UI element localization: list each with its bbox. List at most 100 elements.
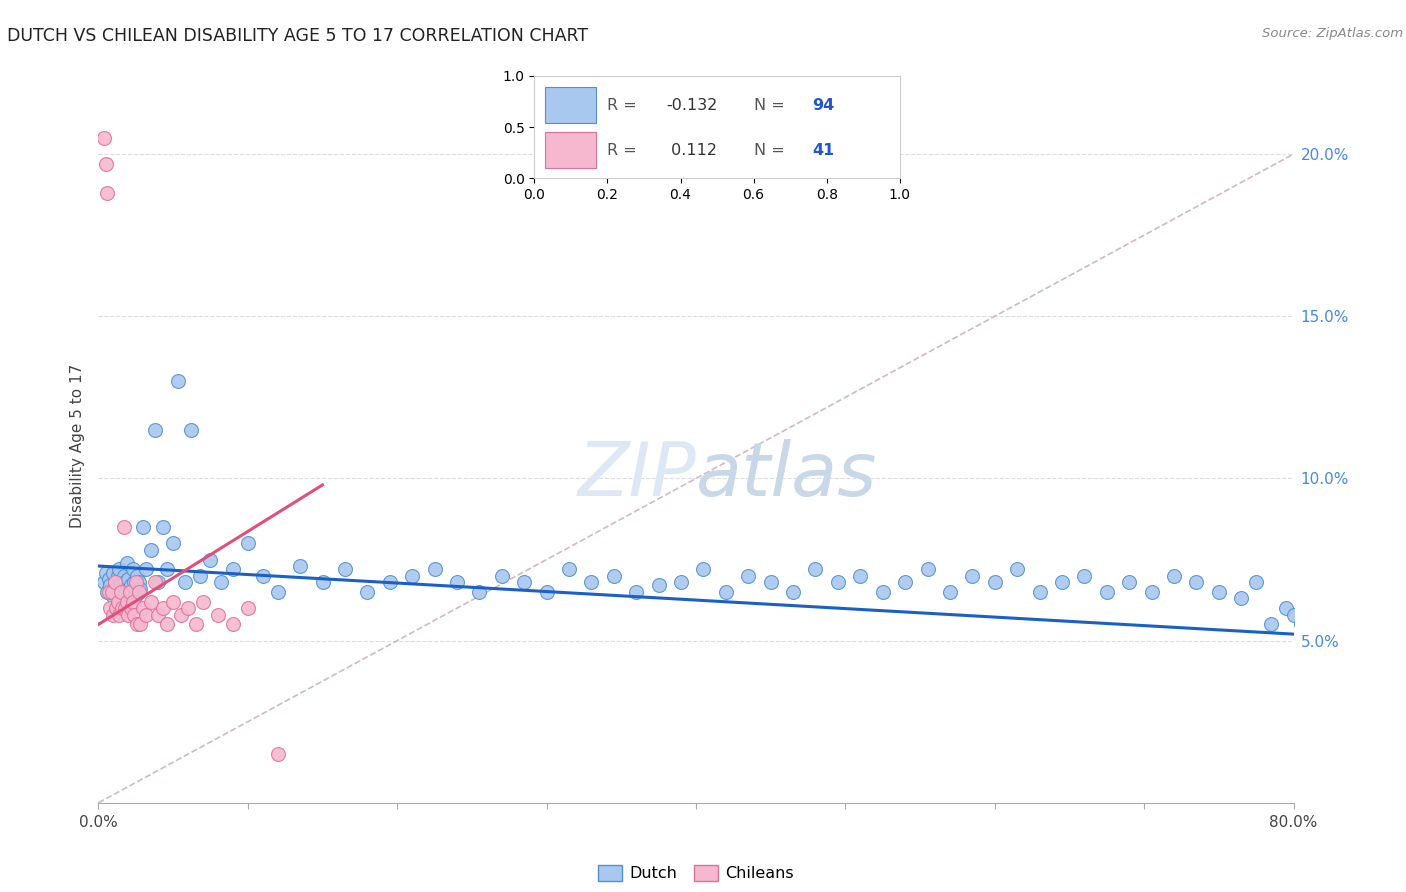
Text: atlas: atlas <box>696 439 877 510</box>
Point <box>101 588 124 602</box>
Point <box>252 568 274 582</box>
Point <box>127 617 149 632</box>
Text: 0.112: 0.112 <box>666 143 717 158</box>
Text: -0.132: -0.132 <box>666 97 717 112</box>
Point <box>184 617 207 632</box>
Point <box>188 568 211 582</box>
Point <box>162 536 184 550</box>
Point <box>100 601 122 615</box>
Point <box>114 575 136 590</box>
Point <box>692 562 714 576</box>
Point <box>111 601 134 615</box>
Point <box>782 585 804 599</box>
Point <box>1185 575 1208 590</box>
Point <box>207 607 229 622</box>
Point <box>112 568 135 582</box>
Point <box>115 595 138 609</box>
Point <box>143 575 166 590</box>
Point <box>132 601 155 615</box>
Point <box>166 374 188 388</box>
Point <box>156 617 179 632</box>
Text: ZIP: ZIP <box>578 439 696 510</box>
Point <box>129 617 152 632</box>
Point <box>267 747 290 761</box>
Point <box>1230 591 1253 606</box>
Point <box>939 585 962 599</box>
Point <box>1208 585 1230 599</box>
Point <box>103 566 125 580</box>
Point <box>894 575 917 590</box>
Point <box>135 607 157 622</box>
Point <box>917 562 939 576</box>
Point <box>112 520 135 534</box>
Point <box>669 575 692 590</box>
Point <box>1244 575 1267 590</box>
Point <box>128 575 150 590</box>
Point <box>1327 601 1350 615</box>
Point <box>1260 617 1282 632</box>
FancyBboxPatch shape <box>546 132 596 168</box>
Point <box>110 585 132 599</box>
Text: DUTCH VS CHILEAN DISABILITY AGE 5 TO 17 CORRELATION CHART: DUTCH VS CHILEAN DISABILITY AGE 5 TO 17 … <box>7 27 588 45</box>
Point <box>117 572 139 586</box>
Point <box>139 542 162 557</box>
Text: Source: ZipAtlas.com: Source: ZipAtlas.com <box>1263 27 1403 40</box>
Point <box>174 575 197 590</box>
Point <box>120 578 142 592</box>
Point <box>356 585 378 599</box>
Point <box>222 617 245 632</box>
Point <box>468 585 491 599</box>
Point <box>1312 607 1334 622</box>
Point <box>110 578 132 592</box>
Point <box>236 536 259 550</box>
Point <box>124 607 146 622</box>
Point <box>135 562 157 576</box>
Point <box>984 575 1007 590</box>
Text: R =: R = <box>607 143 643 158</box>
Point <box>804 562 827 576</box>
Text: N =: N = <box>754 97 790 112</box>
Point <box>121 595 143 609</box>
Point <box>105 582 128 596</box>
Point <box>114 601 136 615</box>
Point <box>1275 601 1298 615</box>
Point <box>169 607 191 622</box>
Point <box>1095 585 1118 599</box>
Point <box>177 601 200 615</box>
Point <box>191 595 214 609</box>
Point <box>139 595 162 609</box>
Point <box>127 568 149 582</box>
Point <box>152 520 174 534</box>
Point <box>1005 562 1028 576</box>
Point <box>603 568 626 582</box>
Point <box>120 601 142 615</box>
Point <box>124 575 146 590</box>
Point <box>132 520 155 534</box>
Point <box>236 601 259 615</box>
Point <box>108 607 131 622</box>
Point <box>288 559 311 574</box>
Point <box>401 568 423 582</box>
Text: R =: R = <box>607 97 643 112</box>
Point <box>962 568 984 582</box>
Point <box>209 575 232 590</box>
Point <box>97 585 120 599</box>
Point <box>647 578 669 592</box>
Point <box>1118 575 1140 590</box>
Point <box>1298 595 1320 609</box>
FancyBboxPatch shape <box>546 87 596 123</box>
Point <box>180 423 202 437</box>
Point <box>143 423 166 437</box>
Point <box>446 575 468 590</box>
Point <box>121 562 143 576</box>
Point <box>536 585 558 599</box>
Point <box>759 575 782 590</box>
Point <box>1073 568 1095 582</box>
Point <box>222 562 245 576</box>
Point <box>93 575 115 590</box>
Point <box>125 588 148 602</box>
Point <box>111 585 134 599</box>
Point <box>128 585 150 599</box>
Point <box>156 562 179 576</box>
Point <box>1028 585 1050 599</box>
